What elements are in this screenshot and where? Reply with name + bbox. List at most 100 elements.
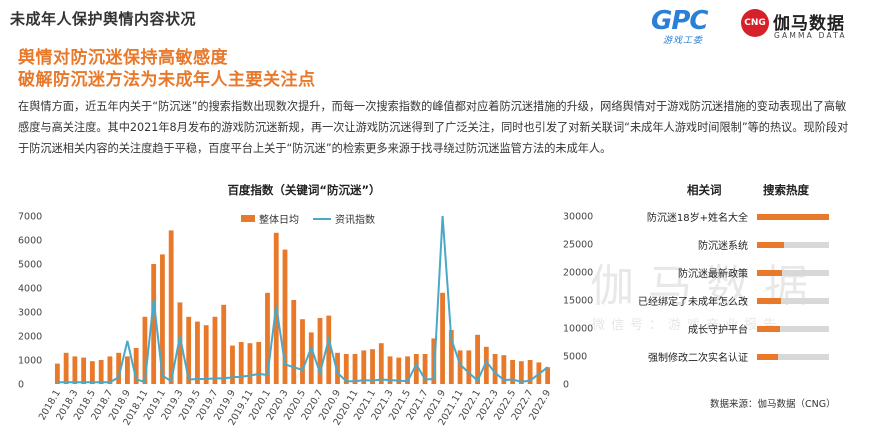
heat-bar-fill	[757, 242, 784, 248]
y-left-tick-label: 7000	[18, 212, 42, 223]
bar-2021.4	[396, 357, 402, 384]
bar-2022.4	[501, 355, 507, 384]
bar-2018.2	[63, 352, 69, 384]
heat-bar-track	[757, 214, 829, 220]
y-right-tick-label: 20000	[563, 268, 593, 279]
bar-2018.9	[125, 356, 130, 384]
y-right-tick-label: 0	[563, 380, 569, 391]
x-axis: 2018.12018.32018.52018.72018.92018.11201…	[37, 388, 553, 428]
chart-title: 百度指数（关键词“防沉迷”）	[227, 183, 381, 197]
bar-2018.6	[98, 360, 104, 384]
heat-bar-fill	[757, 354, 778, 360]
data-source: 数据来源：伽马数据（CNG）	[710, 399, 836, 410]
y-left-tick-label: 6000	[18, 236, 42, 247]
bar-2019.11	[247, 343, 253, 384]
bar-2022.6	[518, 361, 524, 384]
bar-2018.5	[89, 361, 95, 384]
bar-2019.9	[230, 345, 235, 384]
bar-2021.1	[370, 349, 375, 384]
y-left-tick-label: 2000	[18, 332, 42, 343]
legend-swatch-line	[313, 218, 331, 220]
bar-2022.2	[483, 346, 489, 384]
y-left-tick-label: 1000	[18, 356, 42, 367]
bar-2018.10	[133, 348, 139, 384]
bar-2019.7	[212, 316, 218, 384]
bar-2020.3	[282, 249, 288, 384]
heat-bar-fill	[757, 214, 829, 220]
bar-series	[54, 230, 551, 384]
bar-2018.1	[54, 363, 60, 384]
bar-2019.12	[256, 342, 262, 384]
gamma-logo-name: 伽马数据	[773, 14, 845, 34]
bar-2018.12	[151, 264, 157, 384]
keyword-label: 防沉迷18岁+姓名大全	[646, 213, 748, 224]
bar-2021.2	[378, 343, 384, 384]
bar-2020.11	[352, 354, 358, 384]
intro-paragraph: 在舆情方面，近五年内关于“防沉迷”的搜索指数出现数次提升，而每一次搜索指数的峰值…	[18, 100, 849, 155]
baidu-index-chart: 0 1000 2000 3000 4000 5000 6000 7000 0 5000 10000…	[18, 212, 593, 428]
bar-2019.8	[221, 304, 227, 384]
bar-2020.1	[265, 292, 270, 384]
keyword-label: 已经绑定了未成年怎么改	[638, 297, 748, 308]
y-right-tick-label: 15000	[563, 296, 593, 307]
y-right-tick-label: 5000	[563, 352, 587, 363]
heat-bar-fill	[757, 298, 781, 304]
y-left-tick-label: 4000	[18, 284, 42, 295]
heat-bar-track	[757, 326, 829, 332]
bar-2020.8	[326, 315, 332, 384]
gpc-logo-letters: GPC	[651, 6, 708, 36]
legend-label-news: 资讯指数	[335, 215, 375, 226]
y-right-tick-label: 25000	[563, 240, 593, 251]
bar-2019.1	[160, 254, 165, 384]
keyword-header: 相关词	[687, 183, 722, 197]
heat-bar-fill	[757, 270, 783, 276]
watermark-subtext: 微信号：游戏产业报告	[592, 318, 783, 333]
heat-bar-track	[757, 298, 829, 304]
bar-2021.11	[457, 350, 463, 384]
legend-swatch-bar	[241, 215, 255, 222]
gpc-logo-subtitle: 游戏工委	[663, 36, 704, 46]
bar-2022.7	[527, 360, 533, 384]
bar-2021.10	[448, 330, 454, 384]
bar-2018.3	[72, 356, 78, 384]
bar-2020.10	[343, 354, 349, 384]
bar-2022.5	[510, 360, 516, 384]
bar-2020.5	[300, 319, 305, 384]
page-title: 未成年人保护舆情内容状况	[10, 10, 197, 28]
headline-secondary: 破解防沉迷方法为未成年人主要关注点	[18, 70, 316, 90]
bar-2019.5	[195, 321, 200, 384]
bar-2021.6	[413, 354, 419, 384]
y-left-tick-label: 0	[18, 380, 24, 391]
bar-2018.8	[116, 352, 122, 384]
bar-2020.7	[317, 318, 323, 384]
headline-primary: 舆情对防沉迷保持高敏感度	[18, 48, 228, 68]
y-left-tick-label: 3000	[18, 308, 42, 319]
keyword-label: 防沉迷最新政策	[678, 269, 748, 280]
bar-2019.10	[238, 342, 244, 384]
bar-2021.5	[405, 356, 410, 384]
bar-2020.6	[308, 332, 314, 384]
bar-2019.2	[168, 230, 174, 384]
heat-bar-track	[757, 242, 829, 248]
bar-2020.9	[335, 352, 340, 384]
bar-2019.3	[177, 302, 183, 384]
news-index-line	[57, 215, 549, 384]
bar-2018.11	[142, 316, 148, 384]
bar-2021.7	[422, 354, 428, 384]
keyword-label: 强制修改二次实名认证	[648, 353, 748, 364]
bar-2018.7	[107, 356, 113, 384]
bar-2021.3	[387, 356, 393, 384]
y-axis-left: 0 1000 2000 3000 4000 5000 6000 7000	[18, 212, 42, 391]
cng-logo-badge: CNG	[741, 9, 769, 37]
keyword-label: 防沉迷系统	[698, 241, 748, 252]
bar-2018.4	[81, 357, 87, 384]
bar-2021.12	[466, 350, 472, 384]
y-axis-right: 0 5000 10000 15000 20000 25000 30000	[563, 212, 593, 391]
gpc-logo: GPC 游戏工委	[651, 6, 741, 46]
legend-label-daily: 整体日均	[259, 215, 299, 226]
heat-bar-track	[757, 354, 829, 360]
gamma-logo-english: GAMMA DATA	[774, 31, 847, 40]
y-left-tick-label: 5000	[18, 260, 42, 271]
heat-bar-fill	[757, 326, 781, 332]
bar-2019.6	[203, 325, 209, 384]
